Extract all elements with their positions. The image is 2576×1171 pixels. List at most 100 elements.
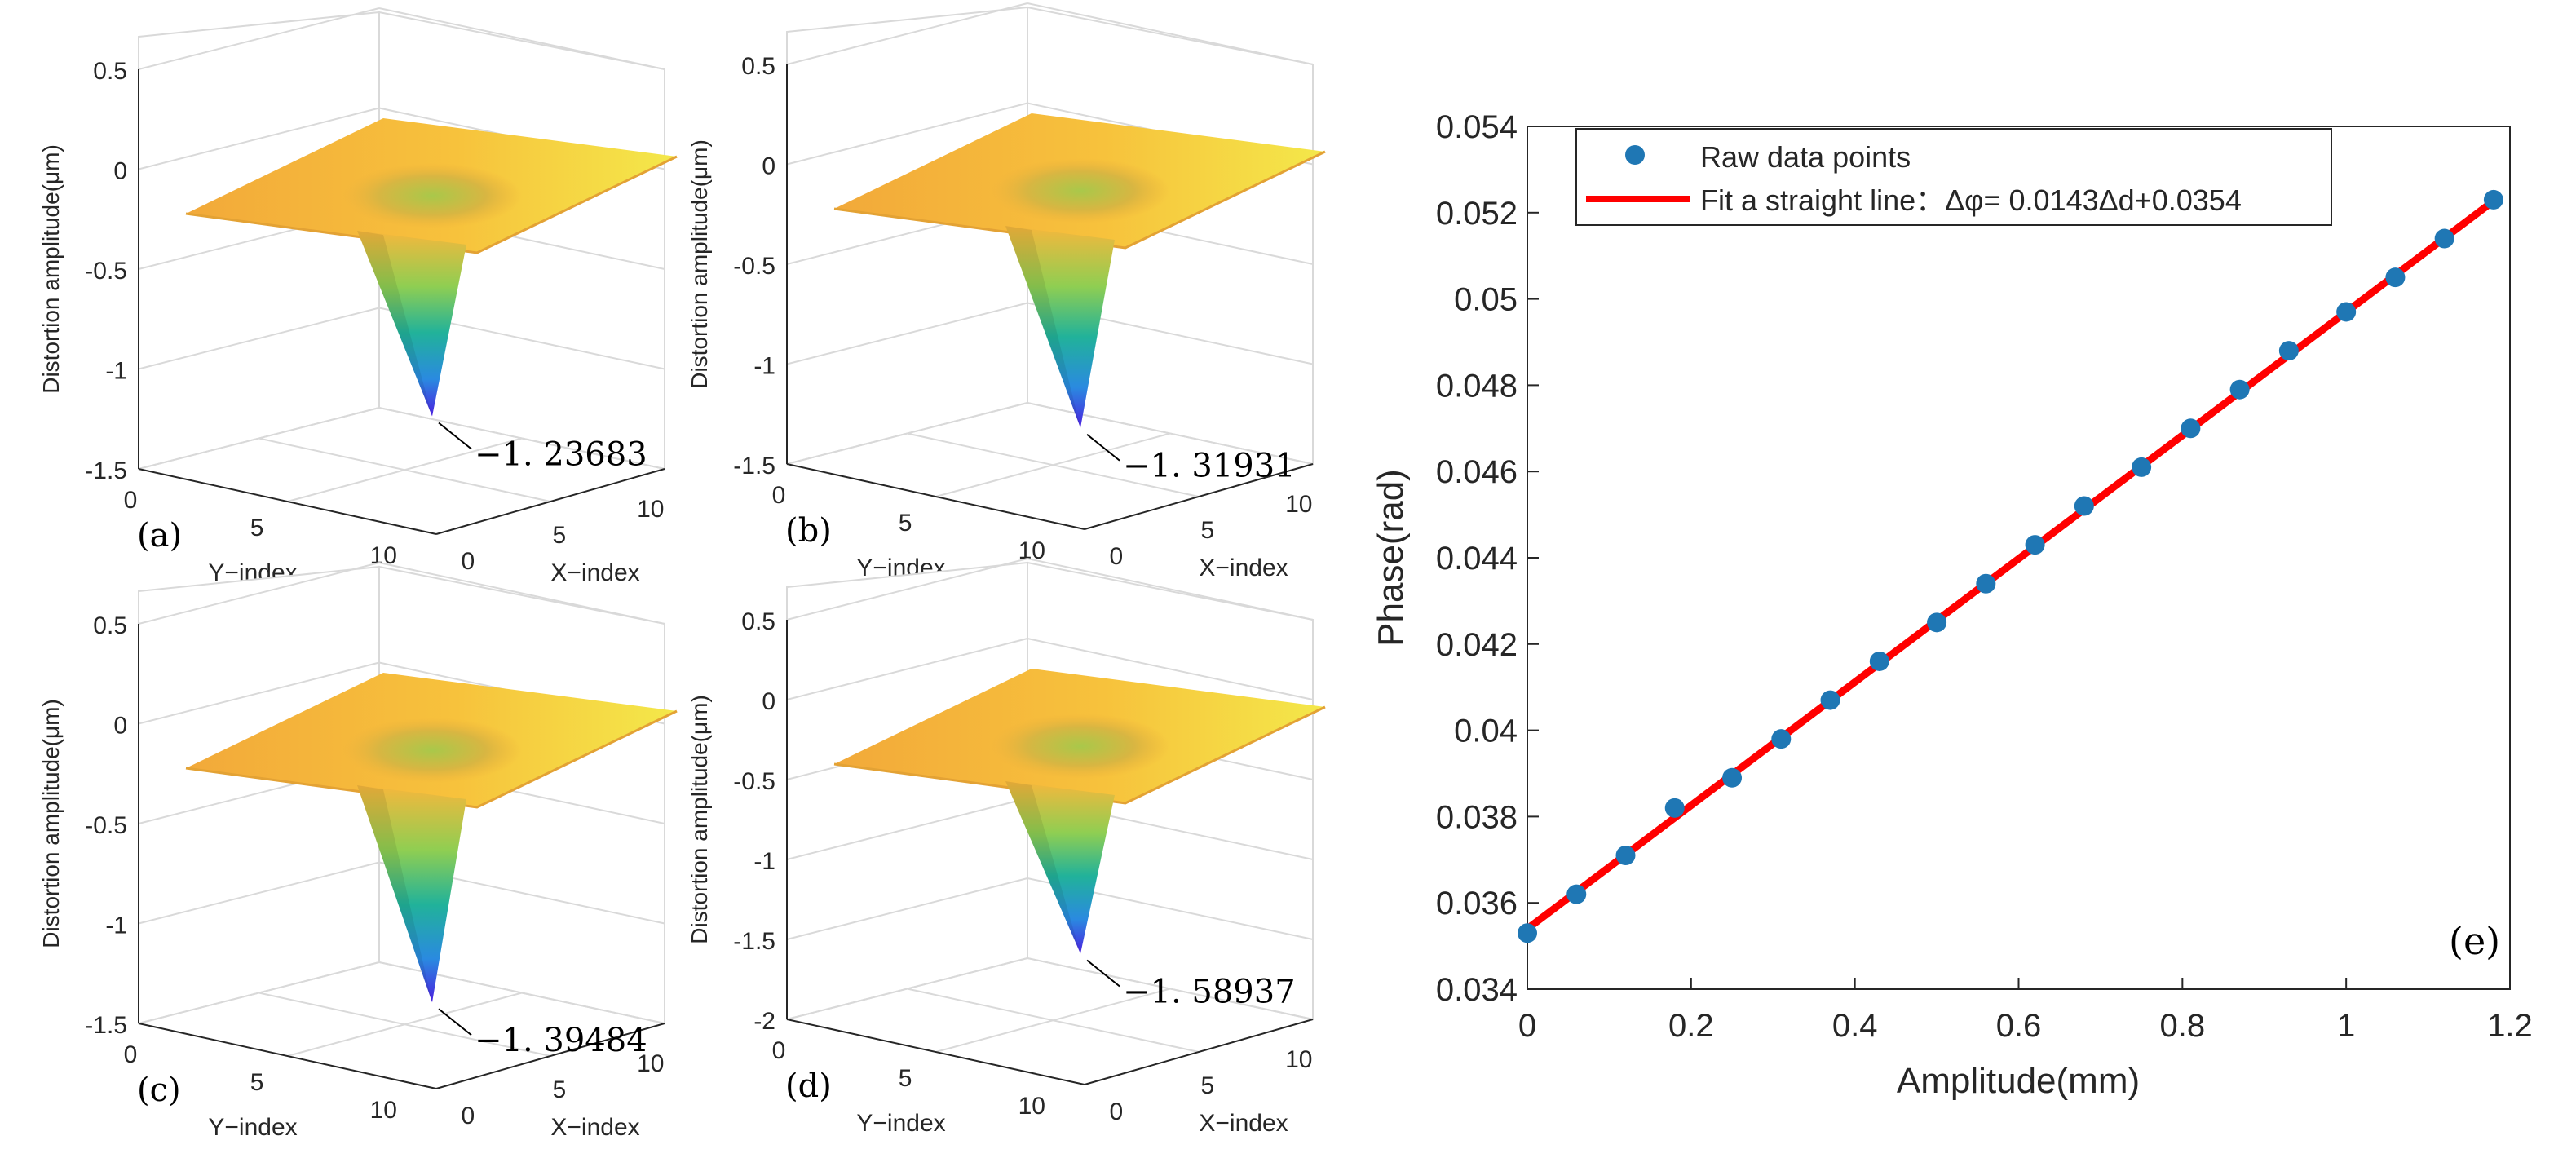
z-tick-label: 0 [113,158,127,185]
data-point [1518,923,1537,943]
back-wall-left [786,561,1028,1021]
y-axis-ticks: 0.034 0.036 0.038 0.04 0.042 0.044 0.046 0.048 0… [1436,109,1539,1008]
y-tick-label: 0.034 [1436,972,1518,1008]
surface-pit-shade [1005,226,1080,428]
z-gridline [138,661,380,725]
y-tick-label: 0.046 [1436,454,1518,490]
data-point [2483,189,2503,210]
y-axis [786,1019,1085,1085]
z-tick-label: -1 [753,848,775,875]
data-point [2385,267,2406,288]
data-point [1664,798,1685,818]
floor-gridline [287,437,523,502]
fit-line [1523,197,2498,933]
y-tick-label: 0.038 [1436,799,1518,835]
y-tick-label: 10 [370,1097,397,1124]
x-tick-label: 1.2 [2487,1008,2533,1044]
surface-edge [185,709,678,809]
legend-marker-points [1625,145,1645,165]
x-tick-label: 0.2 [1668,1008,1714,1044]
x-tick-label: 5 [1200,517,1214,544]
legend-entry-points: Raw data points [1700,140,1911,174]
panel-label: (b) [785,512,832,550]
x-axis [1084,463,1314,530]
x-axis [1084,1019,1314,1085]
z-tick-label: -1.5 [733,928,775,955]
z-axis-label: Distortion amplitude(μm) [38,144,64,394]
data-point [1566,884,1587,904]
floor-gridline [287,992,523,1057]
x-tick-label: 0 [1109,1098,1123,1125]
data-point [1820,690,1840,710]
x-tick-label: 0.4 [1832,1008,1878,1044]
x-axis-label: X−index [550,559,639,586]
surface-pit [357,785,466,1003]
y-tick-label: 0.054 [1436,109,1518,145]
x-axis-label: X−index [1199,555,1288,581]
data-point [2181,418,2201,439]
y-axis-label: Y−index [208,1114,297,1141]
x-tick-label: 0 [461,548,475,575]
z-tick-label: -1 [105,358,127,385]
x-axis-label: X−index [1199,1110,1288,1137]
y-tick-label: 5 [899,510,912,537]
x-tick-label: 0.8 [2160,1008,2206,1044]
phase-amplitude-chart: 0 0.2 0.4 0.6 0.8 1 1.2 0.0340.0360.0380.040.0… [1371,109,2533,1101]
z-gridline [1027,638,1314,700]
z-tick-label: -1 [753,353,775,380]
x-axis [435,468,665,535]
x-axis-label: Amplitude(mm) [1897,1061,2140,1101]
z-gridline [786,877,1028,940]
surface-pit [1005,226,1115,428]
surface-dimple [342,163,522,228]
x-tick-label: 1 [2337,1008,2355,1044]
back-wall-left [138,565,380,1025]
surface-dimple [991,714,1170,779]
z-axis-label: Distortion amplitude(μm) [687,695,712,944]
data-point [1722,767,1743,788]
data-point [2074,496,2094,516]
y-tick-label: 5 [899,1065,912,1092]
surface-edge [833,705,1326,805]
z-tick-label: -0.5 [733,253,775,280]
min-annotation: −1. 58937 [1123,974,1296,1011]
y-tick-label: 0 [124,1041,138,1068]
z-gridline [786,102,1028,166]
z-tick-label: 0 [762,153,775,180]
z-tick-label: 0.5 [741,53,775,80]
min-annotation: −1. 31931 [1123,448,1296,485]
y-axis-label: Phase(rad) [1371,469,1411,647]
min-annotation-leader [438,1008,472,1036]
x-axis-label: X−index [550,1114,639,1141]
data-point [2278,341,2299,361]
data-point [2336,302,2357,322]
x-tick-label: 5 [552,1076,566,1103]
z-tick-label: -1.5 [733,453,775,479]
z-gridline [138,7,380,70]
panel-label-e: (e) [2449,919,2500,963]
x-tick-label: 0 [1518,1008,1536,1044]
z-axis-label: Distortion amplitude(μm) [687,139,712,389]
panel-label: (a) [137,517,182,555]
z-tick-label: 0.5 [93,612,127,639]
z-tick-label: -1 [105,912,127,939]
z-tick-label: 0 [113,713,127,740]
legend-box [1575,128,2332,226]
raw-data-points [1518,189,2503,943]
x-tick-label: 5 [552,522,566,549]
y-tick-label: 0 [124,487,138,514]
x-axis [435,1023,665,1089]
z-gridline [1027,558,1314,621]
z-tick-label: -0.5 [85,812,127,839]
data-point [2025,535,2045,555]
y-axis [138,1023,437,1089]
y-tick-label: 0 [772,482,786,509]
data-point [2434,228,2454,249]
x-axis-ticks: 0 0.2 0.4 0.6 0.8 1 1.2 [1518,978,2533,1044]
surface-dimple [991,158,1170,223]
surface-dimple [342,718,522,783]
z-axis-label: Distortion amplitude(μm) [38,699,64,948]
x-tick-label: 10 [1285,491,1312,518]
z-gridline [786,2,1028,65]
